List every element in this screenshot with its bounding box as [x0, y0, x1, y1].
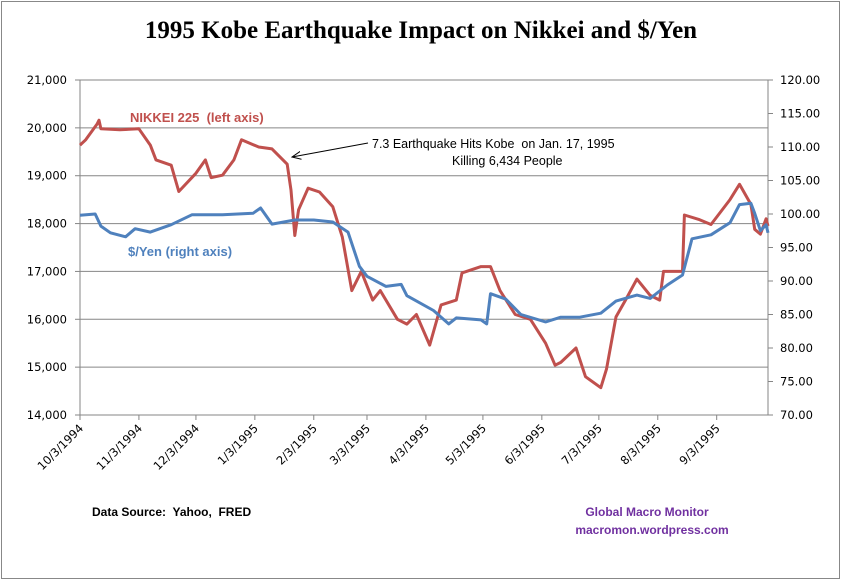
- y-right-tick-label: 80.00: [780, 341, 813, 355]
- y-left-tick-label: 20,000: [27, 121, 67, 135]
- x-tick-label: 3/3/1995: [327, 421, 373, 467]
- x-tick-label: 11/3/1994: [93, 421, 145, 473]
- x-tick-label: 5/3/1995: [443, 421, 489, 467]
- annotation-line-2: Killing 6,434 People: [452, 154, 563, 168]
- chart-title: 1995 Kobe Earthquake Impact on Nikkei an…: [145, 17, 697, 44]
- y-right-tick-label: 75.00: [780, 375, 813, 389]
- legend-nikkei: NIKKEI 225 (left axis): [130, 110, 264, 125]
- brand-url: macromon.wordpress.com: [575, 523, 728, 537]
- y-left-tick-label: 14,000: [27, 408, 67, 422]
- y-right-tick-label: 70.00: [780, 408, 813, 422]
- annotation-arrow: [292, 142, 369, 157]
- x-tick-label: 10/3/1994: [35, 421, 87, 473]
- brand-name: Global Macro Monitor: [585, 505, 709, 519]
- legend-yen: $/Yen (right axis): [128, 244, 232, 259]
- y-right-tick-label: 90.00: [780, 274, 813, 288]
- y-right-tick-label: 115.00: [780, 107, 820, 121]
- data-source: Data Source: Yahoo, FRED: [92, 505, 251, 519]
- y-right-tick-label: 100.00: [780, 207, 820, 221]
- y-left-tick-label: 19,000: [27, 169, 67, 183]
- x-tick-label: 1/3/1995: [215, 421, 261, 467]
- y-left-tick-label: 15,000: [27, 360, 67, 374]
- y-right-tick-label: 110.00: [780, 140, 820, 154]
- x-tick-label: 8/3/1995: [617, 421, 663, 467]
- annotation-line-1: 7.3 Earthquake Hits Kobe on Jan. 17, 199…: [372, 137, 615, 151]
- x-tick-label: 4/3/1995: [386, 421, 432, 467]
- x-tick-label: 2/3/1995: [273, 421, 319, 467]
- x-tick-label: 7/3/1995: [559, 421, 605, 467]
- x-tick-label: 12/3/1994: [150, 421, 202, 473]
- y-left-tick-label: 21,000: [27, 73, 67, 87]
- y-right-tick-label: 85.00: [780, 308, 813, 322]
- y-right-tick-label: 120.00: [780, 73, 820, 87]
- y-right-tick-label: 105.00: [780, 174, 820, 188]
- yen-line: [79, 201, 770, 326]
- y-left-tick-label: 18,000: [27, 217, 67, 231]
- x-tick-label: 9/3/1995: [676, 421, 722, 467]
- y-right-tick-label: 95.00: [780, 241, 813, 255]
- y-left-tick-label: 17,000: [27, 264, 67, 278]
- x-tick-label: 6/3/1995: [502, 421, 548, 467]
- y-left-tick-label: 16,000: [27, 312, 67, 326]
- nikkei-line: [78, 118, 770, 390]
